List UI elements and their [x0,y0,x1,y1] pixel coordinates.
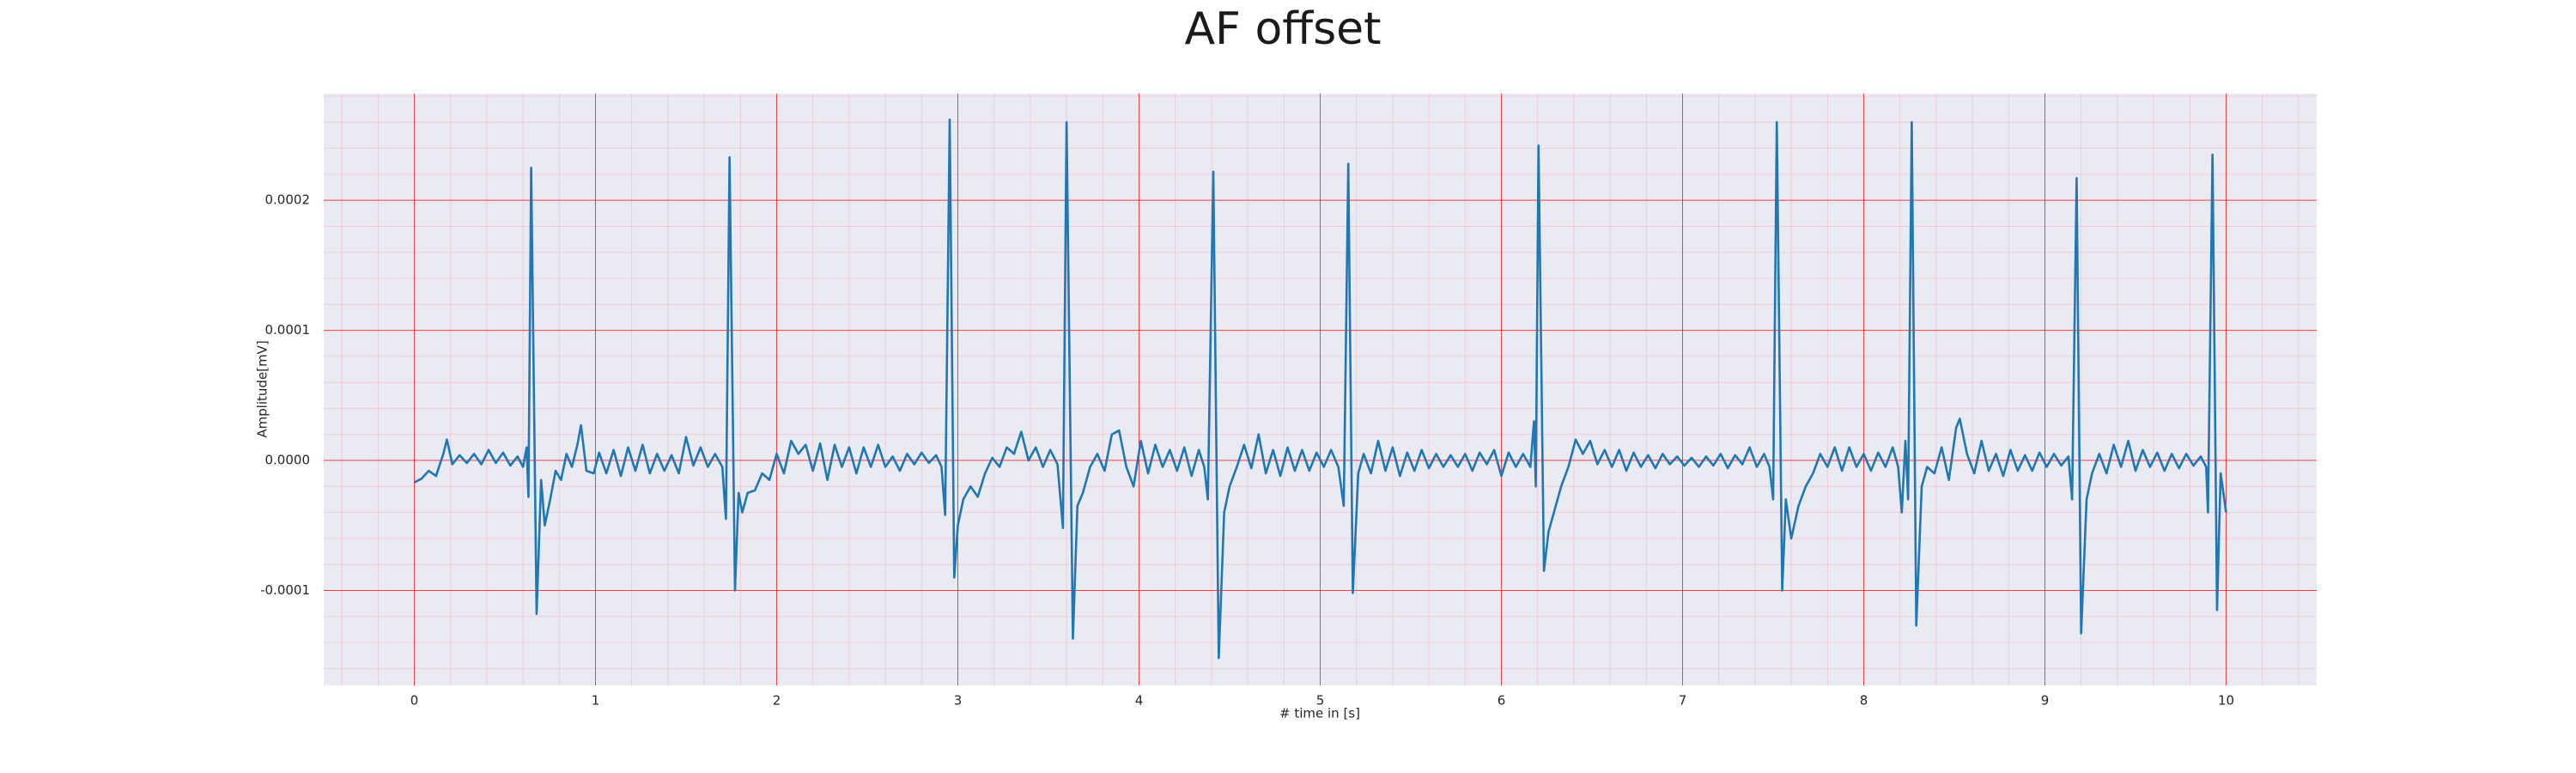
y-tick-label: 0.0001 [265,322,311,338]
x-axis-label: # time in [s] [1279,706,1360,721]
x-tick-label: 8 [1860,693,1868,709]
x-tick-label: 0 [410,693,419,709]
series [413,118,2227,660]
x-tick-label: 5 [1316,693,1325,709]
chart-title: AF offset [1184,3,1381,55]
x-tick-label: 4 [1135,693,1144,709]
y-axis-label: Amplitude[mV] [255,340,270,437]
y-tick-label: 0.0000 [265,453,311,468]
x-tick-label: 2 [773,693,781,709]
x-tick-label: 9 [2041,693,2050,709]
y-tick-label: 0.0002 [265,192,311,208]
y-tick-label: -0.0001 [260,582,310,598]
x-tick-label: 6 [1498,693,1506,709]
x-tick-label: 10 [2218,693,2234,709]
signal-line [413,118,2227,660]
x-tick-label: 3 [954,693,963,709]
x-tick-label: 1 [592,693,600,709]
x-tick-label: 7 [1679,693,1687,709]
